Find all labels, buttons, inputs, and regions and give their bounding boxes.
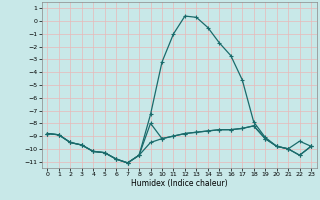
X-axis label: Humidex (Indice chaleur): Humidex (Indice chaleur) <box>131 179 228 188</box>
